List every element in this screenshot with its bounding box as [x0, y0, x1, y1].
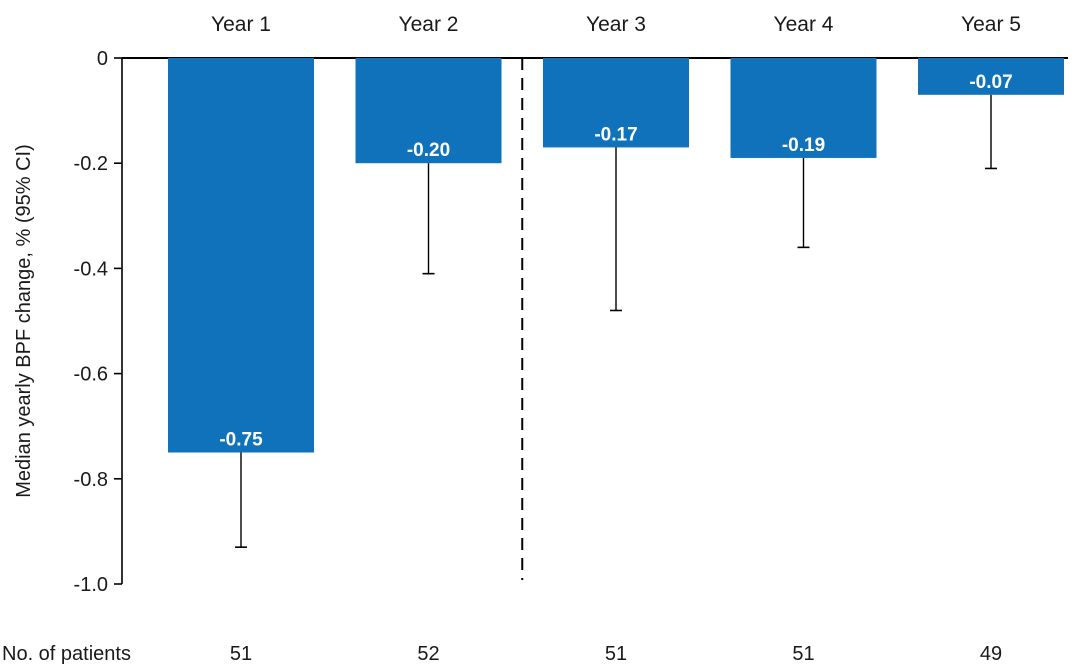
patients-row-label: No. of patients	[2, 643, 131, 665]
category-label: Year 5	[961, 13, 1021, 36]
patient-counts: 51 52 51 51 49	[230, 643, 1002, 665]
patient-count: 51	[605, 643, 627, 665]
y-tick-label: 0	[97, 48, 108, 70]
y-tick-label: -0.8	[74, 469, 108, 491]
bar-value-label: -0.17	[594, 124, 637, 145]
y-tick-label: -0.4	[74, 258, 108, 280]
bar-value-label: -0.07	[969, 72, 1012, 93]
category-label: Year 3	[586, 13, 646, 36]
y-tick-label: -1.0	[74, 574, 108, 596]
category-label: Year 2	[399, 13, 459, 36]
category-labels: Year 1 Year 2 Year 3 Year 4 Year 5	[211, 13, 1021, 36]
category-label: Year 1	[211, 13, 271, 36]
bar-1	[168, 58, 314, 453]
y-ticks: 0 -0.2 -0.4 -0.6 -0.8 -1.0	[74, 48, 122, 596]
patient-count: 49	[980, 643, 1002, 665]
y-axis-label: Median yearly BPF change, % (95% CI)	[13, 144, 35, 498]
error-bars	[235, 95, 997, 547]
y-tick-label: -0.6	[74, 364, 108, 386]
patient-count: 51	[230, 643, 252, 665]
bar-value-label: -0.19	[782, 135, 825, 156]
y-tick-label: -0.2	[74, 153, 108, 175]
bar-value-label: -0.75	[219, 430, 263, 451]
patient-count: 52	[417, 643, 439, 665]
patient-count: 51	[792, 643, 814, 665]
bar-value-label: -0.20	[407, 140, 450, 161]
category-label: Year 4	[774, 13, 834, 36]
